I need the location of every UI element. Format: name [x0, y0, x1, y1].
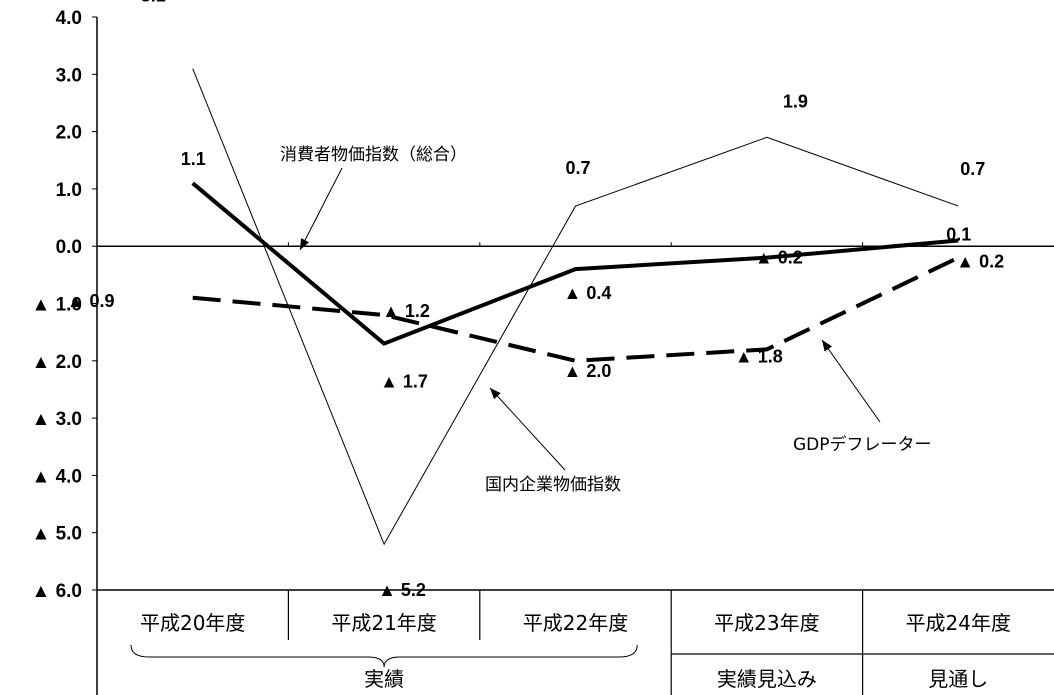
group-label: 実績	[364, 667, 404, 691]
series-annotation: GDPデフレーター	[793, 434, 932, 455]
data-labels: 1.1 ▲ 1.7 ▲ 0.4 ▲ 0.2 0.1 3.1 ▲ 5.2 0.7 1.9 0.7 ▲ …	[67, 0, 1004, 600]
data-label: ▲ 2.0	[564, 361, 612, 381]
data-label: 1.1	[181, 149, 206, 169]
y-tick-label: ▲ 5.0	[32, 524, 83, 545]
annotation-arrowhead	[822, 340, 833, 352]
data-label: 0.7	[960, 159, 985, 179]
y-tick-label: ▲ 4.0	[32, 466, 83, 487]
y-tick-label: ▲ 3.0	[32, 409, 83, 430]
group-brace	[130, 644, 638, 668]
annotation-arrowhead	[300, 238, 310, 250]
data-label: ▲ 1.2	[382, 301, 430, 321]
y-tick-label: 4.0	[56, 8, 82, 29]
data-label: 1.9	[783, 91, 808, 111]
annotation-leader	[489, 387, 566, 471]
category-label: 平成20年度	[140, 611, 245, 635]
annotation-leader	[821, 339, 881, 423]
group-label: 見通し	[928, 667, 988, 691]
y-tick-label: 1.0	[56, 180, 82, 201]
data-label: ▲ 5.2	[378, 580, 426, 600]
y-tick-label: ▲ 1.0	[32, 295, 83, 316]
series-line	[191, 181, 959, 346]
annotation-leader	[299, 167, 343, 251]
series-lines	[191, 68, 960, 546]
series-line	[192, 68, 959, 546]
data-label: ▲ 1.8	[735, 346, 783, 366]
group-label: 実績見込み	[717, 667, 817, 691]
category-label: 平成21年度	[331, 611, 436, 635]
data-label: ▲ 1.7	[380, 372, 428, 392]
data-label: ▲ 0.2	[956, 252, 1004, 272]
y-axis-ticks: 4.0 3.0 2.0 1.0 0.0 ▲ 1.0 ▲ 2.0 ▲ 3.0 ▲ 4.0 ▲ 5.0…	[32, 8, 83, 602]
y-tick-label: ▲ 6.0	[32, 581, 83, 602]
y-tick-label: 2.0	[56, 123, 82, 144]
series-annotation: 消費者物価指数（総合）	[280, 145, 467, 165]
data-label: ▲ 0.2	[755, 248, 803, 268]
chart-frame	[92, 16, 1054, 695]
data-label: ▲ 0.9	[67, 291, 115, 311]
series-line	[192, 255, 960, 363]
y-tick-label: 0.0	[56, 237, 82, 258]
data-label: 3.1	[141, 0, 166, 6]
y-tick-label: 3.0	[56, 65, 82, 86]
category-label: 平成22年度	[523, 611, 628, 635]
data-label: 0.1	[946, 224, 971, 244]
y-tick-label: ▲ 2.0	[32, 352, 83, 373]
category-label: 平成24年度	[906, 611, 1011, 635]
annotation-arrowhead	[490, 388, 501, 400]
data-label: ▲ 0.4	[564, 283, 612, 303]
data-label: 0.7	[566, 158, 591, 178]
series-annotation: 国内企業物価指数	[485, 475, 621, 495]
category-label: 平成23年度	[714, 611, 819, 635]
series-annotations: 消費者物価指数（総合） 国内企業物価指数 GDPデフレーター	[280, 145, 932, 495]
